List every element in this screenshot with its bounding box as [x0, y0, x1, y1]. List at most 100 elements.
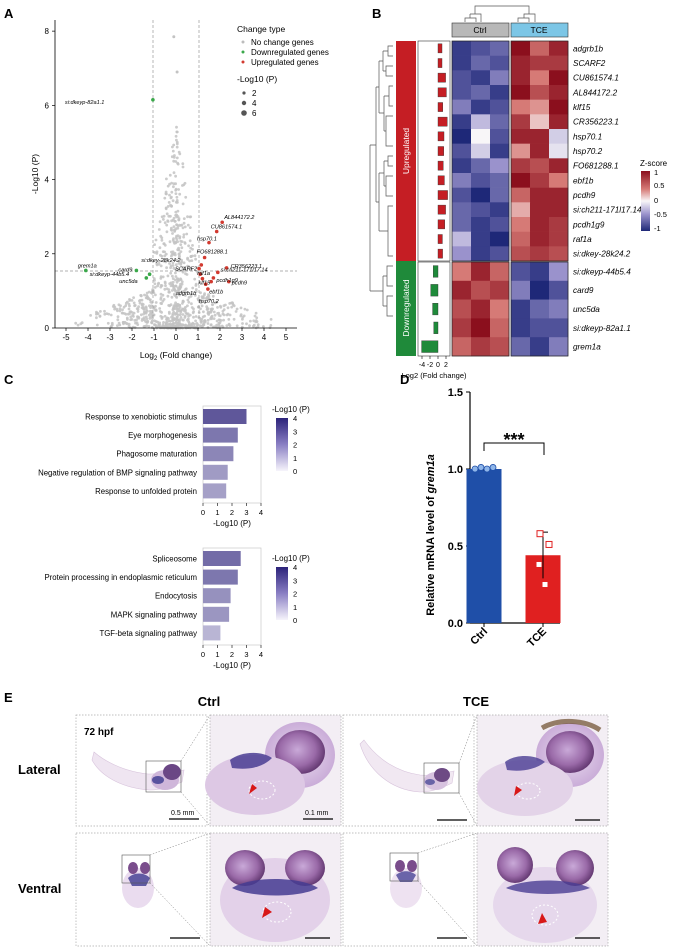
- non-significant-point: [150, 326, 154, 329]
- heatmap-cell: [511, 99, 531, 115]
- heatmap-cell: [511, 318, 531, 338]
- non-significant-point: [133, 319, 137, 322]
- non-significant-point: [209, 310, 213, 313]
- heatmap-cell: [511, 280, 531, 300]
- y-tick-label: 0.5: [448, 541, 463, 553]
- size-legend-6: 6: [252, 109, 257, 118]
- ctrl-data-point: [477, 464, 485, 471]
- heatmap-cell: [490, 280, 510, 300]
- term-label: Phagosome maturation: [116, 450, 197, 459]
- non-significant-point: [124, 304, 128, 307]
- non-significant-point: [167, 288, 171, 291]
- non-significant-point: [202, 310, 205, 314]
- ctrl-group-bar: [451, 22, 510, 38]
- non-significant-point: [174, 214, 178, 217]
- non-significant-point: [174, 200, 178, 204]
- non-significant-point: [252, 319, 256, 323]
- non-significant-point: [169, 214, 172, 218]
- gene-name: si:dkey-28k24.2: [573, 250, 631, 259]
- non-significant-point: [219, 319, 223, 322]
- non-significant-point: [221, 325, 225, 329]
- non-significant-point: [136, 310, 140, 313]
- non-significant-point: [168, 322, 172, 326]
- heatmap-cell: [511, 129, 531, 144]
- heatmap-border-up-tce: [510, 40, 569, 262]
- non-significant-point: [190, 302, 193, 306]
- non-significant-point: [142, 306, 146, 310]
- non-significant-point: [95, 323, 99, 327]
- heatmap-cell: [511, 246, 531, 262]
- heatmap-cells: [452, 41, 569, 357]
- image-tce-lateral-whole: [342, 714, 475, 827]
- gene-label: hsp70.2: [199, 299, 220, 305]
- zscore-tick-0: 0: [654, 196, 658, 205]
- non-significant-point: [182, 233, 186, 237]
- non-significant-point: [179, 310, 183, 314]
- non-significant-point: [173, 287, 177, 291]
- upregulated-point: [202, 255, 207, 260]
- legend-none-dot: [241, 40, 245, 44]
- non-significant-point: [168, 193, 171, 197]
- non-significant-point: [157, 260, 161, 263]
- non-significant-point: [165, 266, 169, 270]
- non-significant-point: [212, 317, 216, 320]
- non-significant-point: [174, 192, 178, 196]
- non-significant-point: [200, 304, 204, 308]
- down-fold-change-bar: [433, 265, 439, 278]
- term-label: Response to xenobiotic stimulus: [85, 413, 197, 422]
- upregulated-point: [216, 270, 220, 275]
- non-significant-point: [180, 280, 184, 284]
- non-significant-point: [163, 221, 167, 225]
- tce-data-point: [536, 530, 544, 538]
- panel-letter-c: C: [4, 372, 14, 387]
- non-significant-point: [116, 324, 119, 327]
- non-significant-point: [170, 195, 173, 199]
- heatmap-cell: [471, 262, 491, 282]
- non-significant-point: [171, 274, 174, 278]
- non-significant-point: [160, 317, 164, 320]
- non-significant-point: [182, 261, 186, 265]
- upregulated-point: [209, 279, 213, 284]
- non-significant-point: [175, 280, 179, 284]
- stage-label: 72 hpf: [84, 727, 114, 738]
- non-significant-point: [177, 256, 181, 259]
- non-significant-point: [178, 321, 181, 324]
- heatmap-cell: [471, 318, 491, 338]
- non-significant-point: [180, 290, 184, 294]
- non-significant-point: [179, 282, 182, 286]
- non-significant-point: [173, 241, 176, 245]
- non-significant-point: [120, 311, 124, 315]
- non-significant-point: [171, 232, 174, 235]
- up-fold-change-bar: [437, 175, 445, 186]
- non-significant-point: [254, 320, 258, 324]
- tce-label: TCE: [525, 626, 549, 650]
- non-significant-point: [143, 311, 147, 314]
- cbar-tick-label: 4: [293, 414, 297, 423]
- cbar-bottom: [276, 567, 288, 620]
- tce-data-point: [545, 540, 553, 548]
- heatmap-cell: [452, 70, 472, 86]
- heatmap-cell: [490, 262, 510, 282]
- zscore-tick-1: 1: [654, 168, 658, 177]
- gene-names: adgrb1b SCARF2 CU861574.1 AL844172.2 klf15 CR…: [572, 44, 642, 351]
- non-significant-point: [154, 301, 158, 304]
- enrichment-bar: [203, 483, 227, 499]
- non-significant-point: [243, 307, 247, 311]
- non-significant-point: [119, 304, 122, 308]
- non-significant-point: [126, 318, 129, 321]
- non-significant-point: [162, 298, 166, 301]
- non-significant-point: [140, 302, 144, 306]
- term-label: Endocytosis: [155, 592, 197, 601]
- upregulated-point: [198, 272, 202, 276]
- panel-letter-b: B: [372, 6, 381, 21]
- non-significant-point: [176, 226, 180, 230]
- heatmap-cell: [452, 187, 472, 203]
- non-significant-point: [176, 286, 180, 290]
- non-significant-point: [163, 250, 167, 254]
- heatmap-cell: [471, 231, 491, 247]
- heatmap-cell: [490, 187, 510, 203]
- non-significant-point: [144, 296, 148, 300]
- non-significant-point: [224, 303, 227, 307]
- non-significant-point: [116, 318, 120, 322]
